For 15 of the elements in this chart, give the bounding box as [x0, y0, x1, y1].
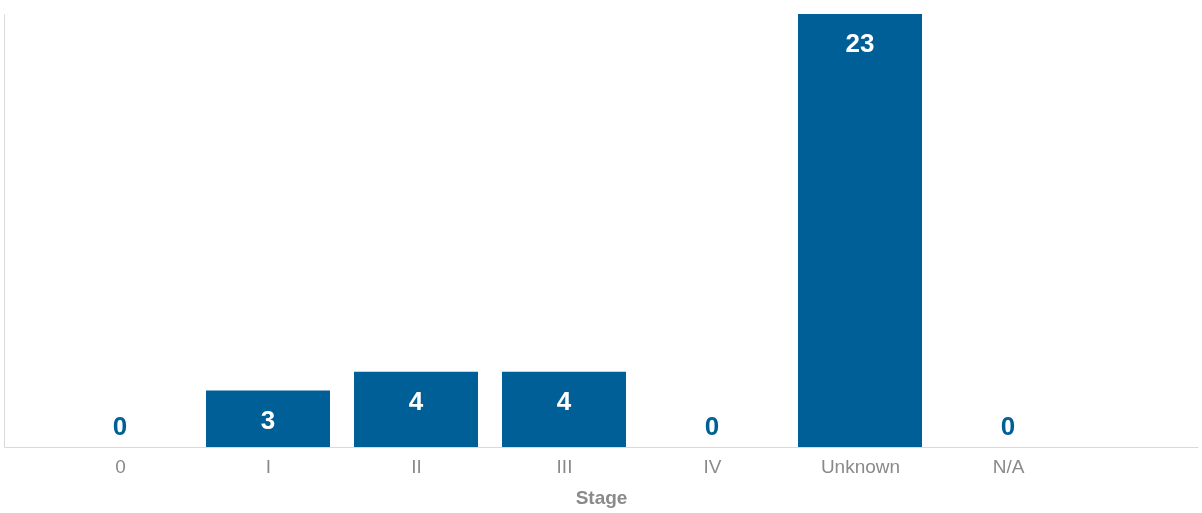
x-tick-label: Unknown [820, 455, 901, 477]
x-tick-label: II [411, 455, 422, 477]
data-label: 0 [1000, 411, 1016, 441]
x-axis-title: Stage [575, 486, 628, 508]
x-tick-label: 0 [115, 455, 126, 477]
x-tick-label: N/A [992, 455, 1025, 477]
data-label: 4 [408, 385, 424, 416]
data-label: 0 [112, 411, 128, 441]
data-label: 0 [704, 411, 720, 441]
x-tick-label: I [265, 455, 272, 477]
x-tick-label: III [556, 455, 573, 477]
data-label: 23 [845, 28, 875, 58]
x-tick-label: IV [703, 455, 722, 477]
data-label: 3 [260, 404, 276, 435]
data-label: 4 [556, 385, 572, 416]
